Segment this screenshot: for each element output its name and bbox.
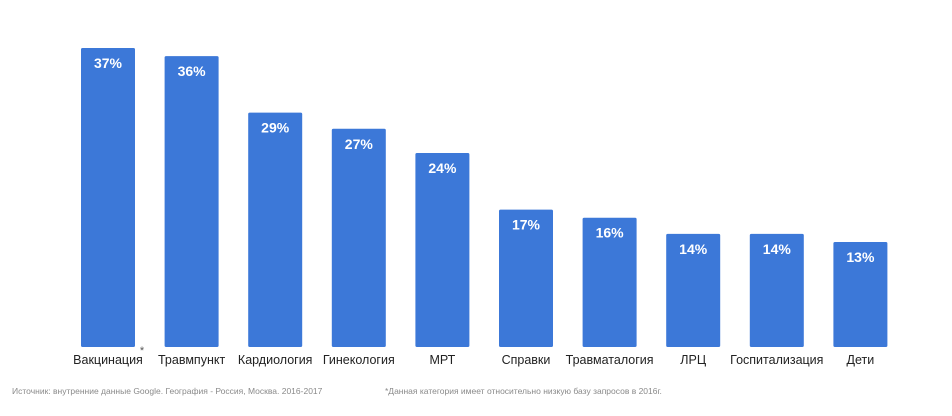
category-label: Травмпункт [158, 353, 225, 367]
bar [81, 48, 135, 347]
bar-value-label: 16% [596, 225, 625, 241]
bar [582, 217, 637, 347]
category-label: Справки [502, 353, 551, 367]
bar-value-label: 27% [345, 136, 374, 152]
bar [833, 241, 888, 347]
bar [666, 233, 721, 347]
bar-value-label: 24% [428, 160, 457, 176]
bar [415, 153, 470, 347]
bar-value-label: 14% [679, 241, 708, 257]
category-label: Гинекология [323, 353, 395, 367]
category-label: Травматалогия [566, 353, 654, 367]
bar-value-label: 29% [261, 120, 290, 136]
bar [164, 56, 219, 347]
bar-chart: 37% Вакцинация* 36% Травмпункт 29% Кардиологи… [73, 48, 888, 367]
category-label: Госпитализация [730, 353, 823, 367]
bar-value-label: 36% [178, 63, 207, 79]
bar-value-label: 17% [512, 217, 541, 233]
category-footnote: *Данная категория имеет относительно низ… [385, 386, 662, 396]
bar [248, 112, 303, 347]
bar-value-label: 37% [94, 55, 123, 71]
category-label: Вакцинация [73, 353, 143, 367]
category-label: ЛРЦ [680, 353, 707, 367]
category-label: Кардиология [238, 353, 313, 367]
bar [331, 128, 386, 347]
bar [499, 209, 553, 347]
bar [749, 233, 804, 347]
category-label: Дети [847, 353, 875, 367]
category-footnote-marker: * [140, 345, 145, 357]
bar-value-label: 13% [846, 249, 875, 265]
source-footnote: Источник: внутренние данные Google. Геог… [12, 386, 323, 396]
bar-value-label: 14% [763, 241, 792, 257]
category-label: МРТ [429, 353, 455, 367]
